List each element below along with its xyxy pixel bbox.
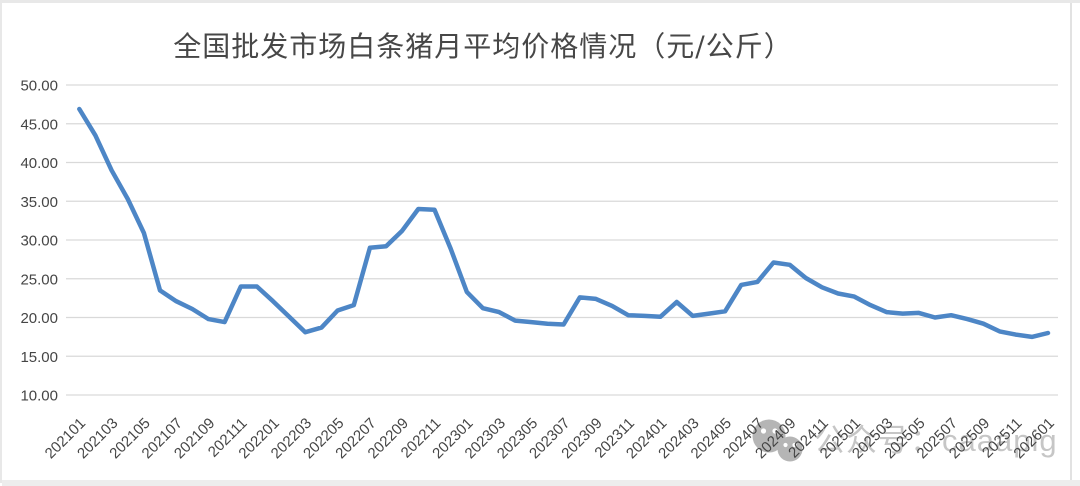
chart-canvas: 10.00 15.00 20.00 25.00 30.00 35.00 40.00 45.00… xyxy=(20,78,1058,462)
y-axis-label: 50.00 xyxy=(20,78,58,95)
wechat-icon xyxy=(752,419,803,462)
window-border-bottom xyxy=(2,480,1080,486)
y-axis-label: 20.00 xyxy=(20,310,58,327)
y-axis-label: 35.00 xyxy=(20,194,58,211)
y-axis-label: 45.00 xyxy=(20,116,58,133)
price-line xyxy=(77,106,1051,340)
window-border-right xyxy=(1070,3,1072,486)
watermark-text: 公众号：caaapig xyxy=(814,422,1058,458)
chart-title: 全国批发市场白条猪月平均价格情况（元/公斤） xyxy=(173,30,793,63)
y-axis-label: 30.00 xyxy=(20,233,58,250)
y-axis-label: 25.00 xyxy=(20,271,58,288)
y-axis-label: 10.00 xyxy=(20,388,58,405)
watermark: 公众号：caaapig xyxy=(750,411,1058,463)
y-axis-label: 15.00 xyxy=(20,349,58,366)
y-axis-label: 40.00 xyxy=(20,155,58,172)
